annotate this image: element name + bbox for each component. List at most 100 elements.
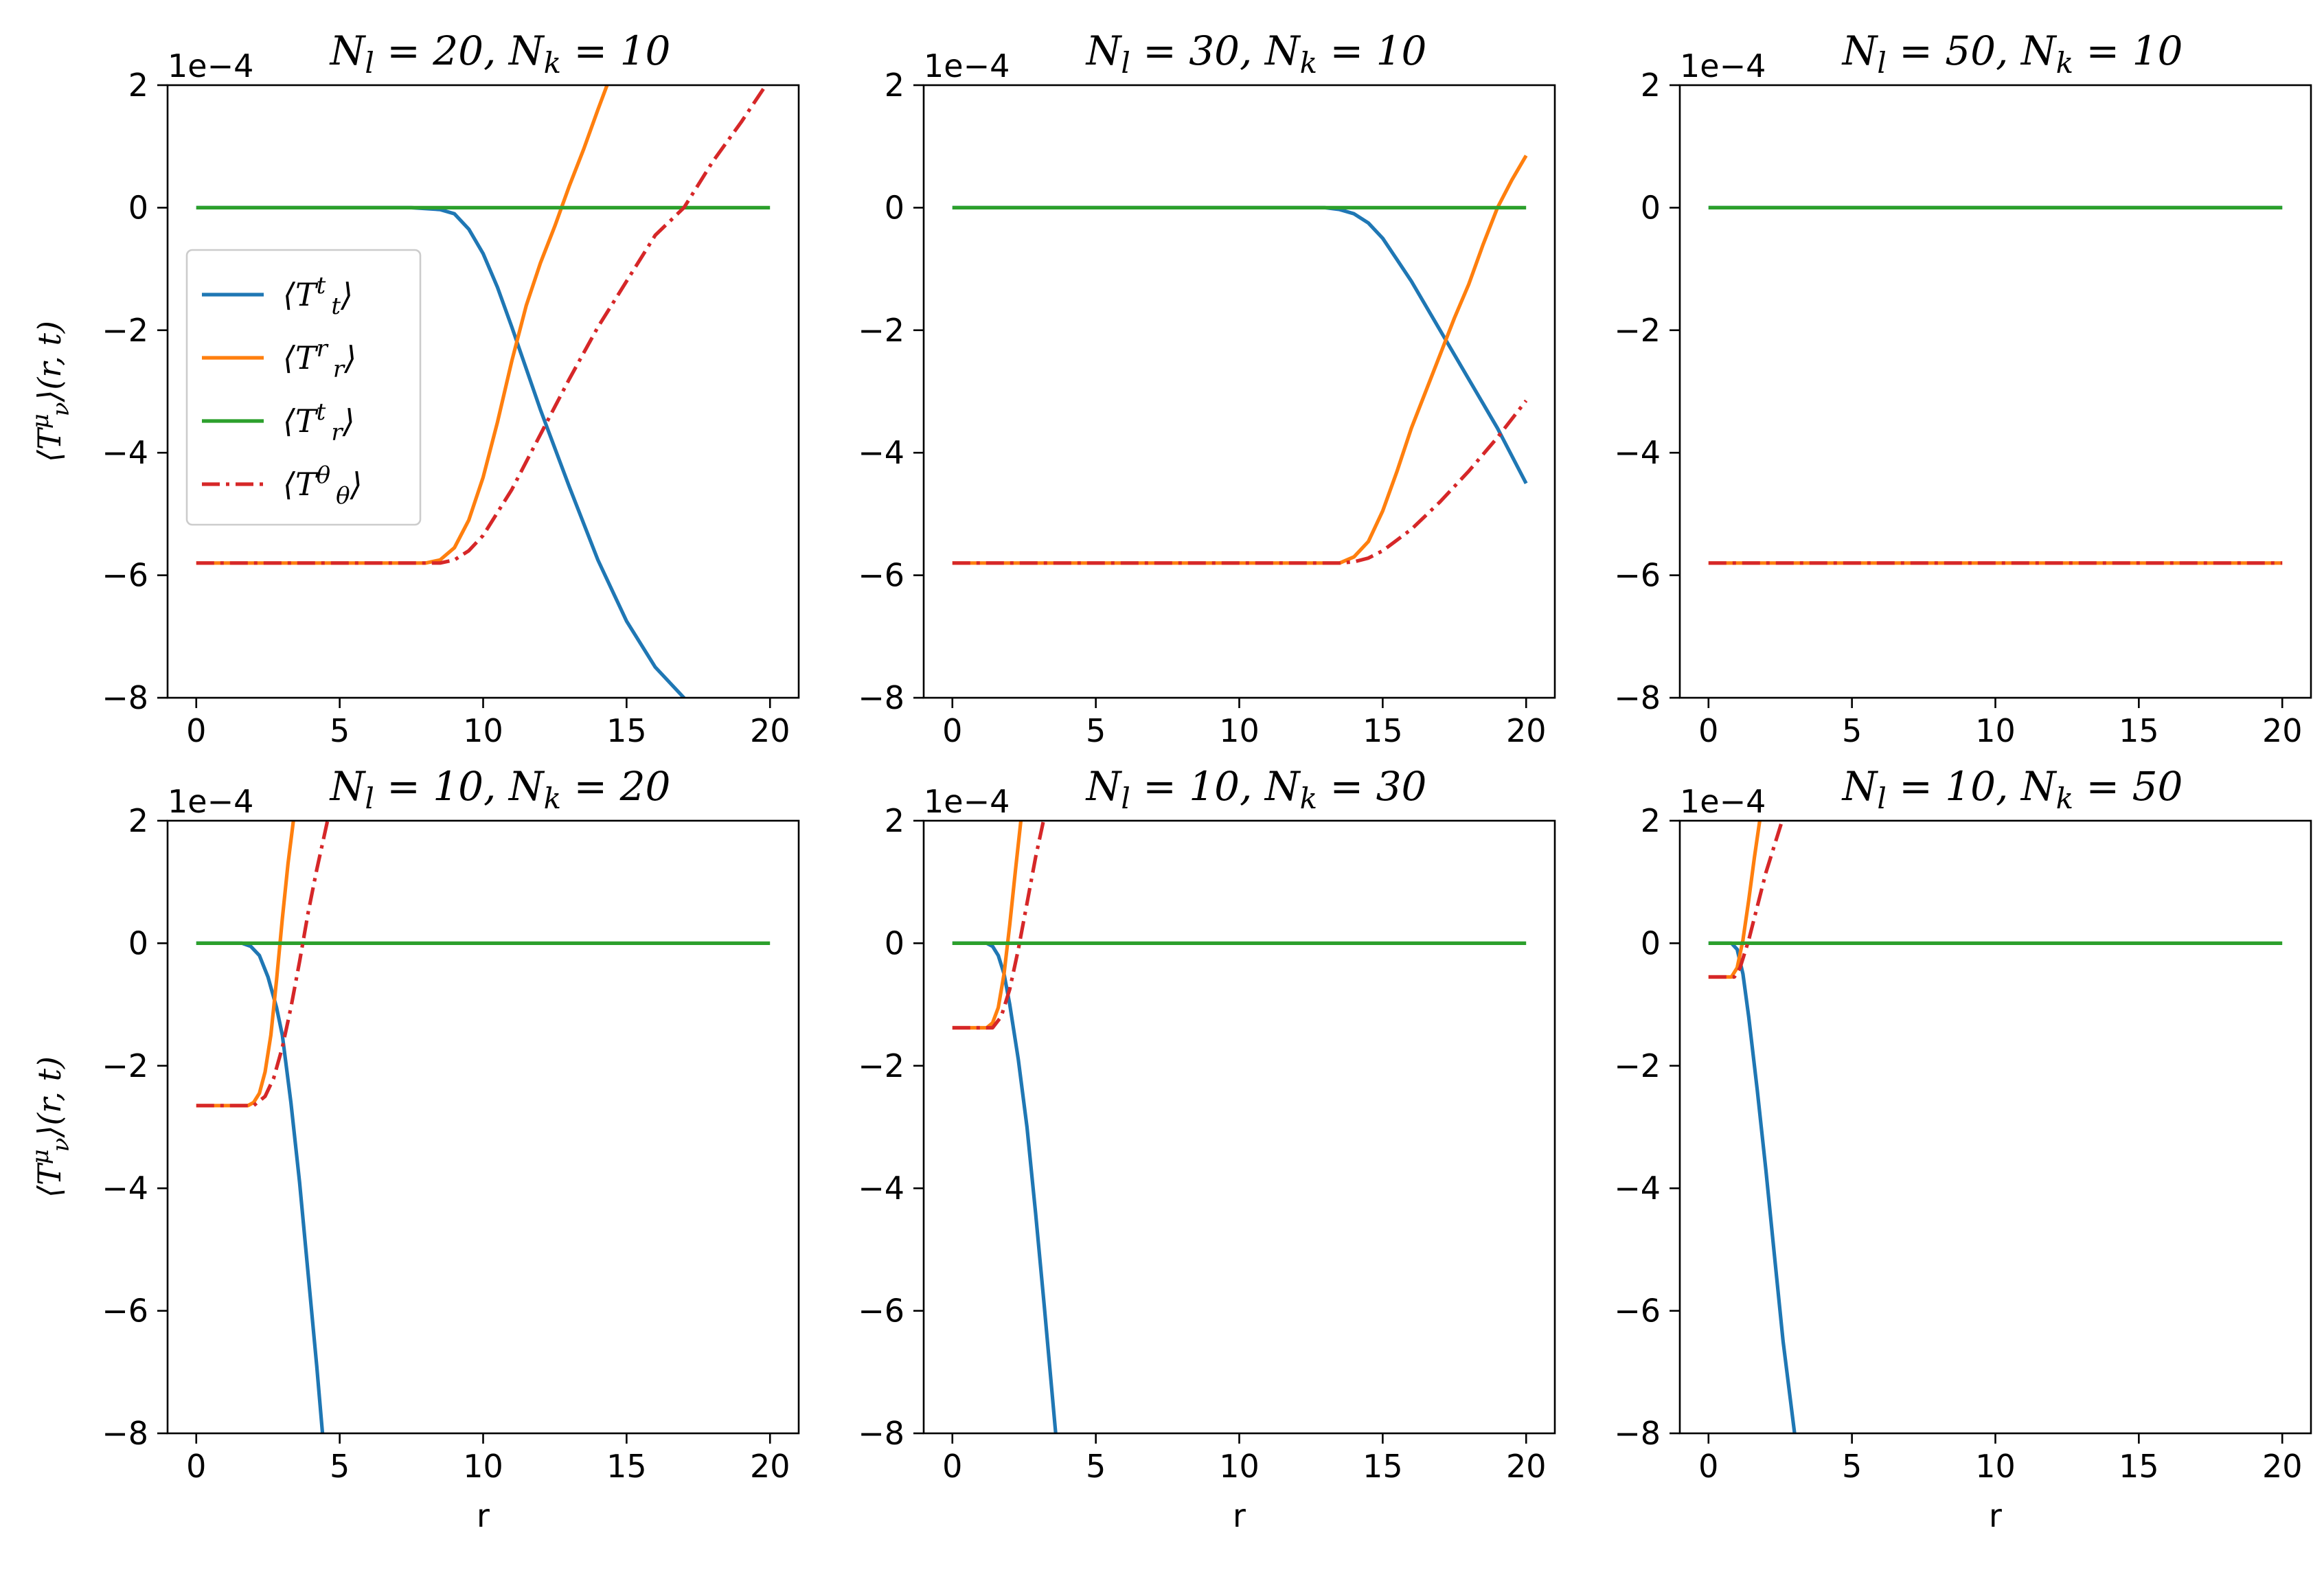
- x-tick-label: 20: [1506, 712, 1547, 749]
- y-offset-text: 1e−4: [924, 47, 1010, 84]
- panel-title: Nl = 20, Nk = 10: [329, 27, 671, 80]
- y-tick-label: 2: [128, 802, 148, 839]
- y-tick-label: −2: [858, 1047, 904, 1084]
- y-offset-text: 1e−4: [1680, 783, 1766, 820]
- axes-frame: [166, 819, 800, 1435]
- y-tick-label: −6: [1614, 557, 1661, 594]
- y-tick-label: −6: [102, 557, 148, 594]
- axes-frame: [1678, 819, 2312, 1435]
- legend-frame: [185, 249, 422, 526]
- y-tick-label: −6: [102, 1293, 148, 1330]
- y-offset-text: 1e−4: [1680, 47, 1766, 84]
- series-group: [1708, 821, 2283, 1433]
- series-group: [196, 85, 771, 698]
- series-line-2: [1708, 821, 1762, 979]
- y-tick-label: 0: [1641, 189, 1661, 226]
- y-tick-label: −6: [858, 1293, 904, 1330]
- panel-title: Nl = 50, Nk = 10: [1841, 27, 2183, 80]
- series-group: [952, 821, 1527, 1433]
- x-tick-label: 20: [2262, 712, 2303, 749]
- x-tick-label: 5: [1842, 1448, 1862, 1485]
- y-tick-label: −4: [1614, 1170, 1661, 1207]
- x-tick-label: 15: [2119, 712, 2159, 749]
- y-offset-text: 1e−4: [168, 47, 253, 84]
- x-tick-label: 15: [1363, 1448, 1403, 1485]
- axes-frame: [1678, 84, 2312, 699]
- x-tick-label: 5: [1086, 712, 1106, 749]
- x-tick-label: 15: [606, 1448, 647, 1485]
- y-tick-label: −8: [102, 679, 148, 716]
- y-tick-label: −4: [858, 1170, 904, 1207]
- x-tick-label: 0: [1698, 1448, 1718, 1485]
- panel-1: 0 5 10 15 20 −8 −6 −4 −2 0 2 1e−4 Nl = 20, Nk = 10 ⟨T…: [27, 27, 800, 749]
- x-tick-label: 5: [330, 1448, 350, 1485]
- x-tick-label: 15: [2119, 1448, 2159, 1485]
- y-tick-label: −4: [102, 1170, 148, 1207]
- legend-label: ⟨Trr⟩: [283, 335, 356, 383]
- x-tick-label: 10: [463, 1448, 503, 1485]
- y-tick-label: −4: [858, 434, 904, 471]
- panel-title: Nl = 10, Nk = 50: [1841, 763, 2183, 815]
- axes-frame: [922, 84, 1556, 699]
- x-tick-label: 0: [186, 1448, 206, 1485]
- series-group: [196, 821, 771, 1433]
- y-tick-label: −2: [102, 1047, 148, 1084]
- x-tick-label: 20: [2262, 1448, 2303, 1485]
- y-axis-label: ⟨Tμν⟩(r, t): [27, 321, 75, 462]
- series-line-2: [196, 821, 295, 1108]
- y-tick-label: −8: [102, 1415, 148, 1452]
- y-axis-label: ⟨Tμν⟩(r, t): [27, 1056, 75, 1198]
- legend: ⟨Ttt⟩ ⟨Trr⟩ ⟨Ttr⟩ ⟨Tθθ⟩: [185, 249, 422, 526]
- series-line-2: [952, 821, 1023, 1030]
- panel-2: 0 5 10 15 20 −8 −6 −4 −2 0 2 1e−4 Nl = 30, Nk = 10: [858, 27, 1556, 749]
- y-tick-label: 2: [1641, 67, 1661, 104]
- series-line-4: [952, 821, 1046, 1030]
- x-tick-label: 15: [606, 712, 647, 749]
- series-line-1: [1708, 941, 1797, 1433]
- x-axis-label: r: [1989, 1497, 2002, 1534]
- series-line-1: [952, 941, 1058, 1433]
- y-tick-label: 2: [1641, 802, 1661, 839]
- y-tick-label: 0: [885, 189, 904, 226]
- y-tick-label: 2: [885, 67, 904, 104]
- x-tick-label: 5: [330, 712, 350, 749]
- y-tick-label: −2: [858, 312, 904, 349]
- x-tick-label: 10: [1219, 712, 1260, 749]
- x-tick-label: 10: [1975, 1448, 2016, 1485]
- panel-3: 0 5 10 15 20 −8 −6 −4 −2 0 2 1e−4 Nl = 50, Nk = 10: [1614, 27, 2312, 749]
- y-tick-label: −2: [102, 312, 148, 349]
- y-tick-label: 0: [128, 189, 148, 226]
- y-offset-text: 1e−4: [924, 783, 1010, 820]
- x-axis-label: r: [477, 1497, 490, 1534]
- series-group: [1708, 205, 2283, 565]
- x-tick-label: 0: [1698, 712, 1718, 749]
- x-tick-label: 5: [1842, 712, 1862, 749]
- y-tick-label: −8: [1614, 1415, 1661, 1452]
- y-tick-label: −6: [858, 557, 904, 594]
- series-line-4: [196, 821, 330, 1108]
- y-tick-label: −2: [1614, 312, 1661, 349]
- axes-frame: [922, 819, 1556, 1435]
- x-tick-label: 20: [750, 1448, 790, 1485]
- series-line-2: [952, 155, 1528, 565]
- series-line-2: [196, 85, 609, 565]
- legend-label: ⟨Ttr⟩: [283, 398, 355, 446]
- panel-4: 0 5 10 15 20 −8 −6 −4 −2 0 2 1e−4 Nl = 10, Nk = 20 r ⟨…: [27, 763, 800, 1534]
- series-line-1: [196, 205, 686, 698]
- y-tick-label: −6: [1614, 1293, 1661, 1330]
- x-tick-label: 20: [1506, 1448, 1547, 1485]
- x-tick-label: 5: [1086, 1448, 1106, 1485]
- panel-title: Nl = 10, Nk = 30: [1085, 763, 1427, 815]
- x-tick-label: 10: [463, 712, 503, 749]
- y-tick-label: −2: [1614, 1047, 1661, 1084]
- x-tick-label: 10: [1975, 712, 2016, 749]
- x-tick-label: 0: [942, 712, 962, 749]
- series-line-4: [1708, 821, 1784, 979]
- series-group: [952, 155, 1528, 565]
- panel-6: 0 5 10 15 20 −8 −6 −4 −2 0 2 1e−4 Nl = 10, Nk = 50 r: [1614, 763, 2312, 1534]
- series-line-1: [196, 941, 325, 1433]
- panel-5: 0 5 10 15 20 −8 −6 −4 −2 0 2 1e−4 Nl = 10, Nk = 30 r: [858, 763, 1556, 1534]
- panel-title: Nl = 30, Nk = 10: [1085, 27, 1427, 80]
- y-tick-label: 0: [885, 924, 904, 962]
- y-tick-label: −4: [102, 434, 148, 471]
